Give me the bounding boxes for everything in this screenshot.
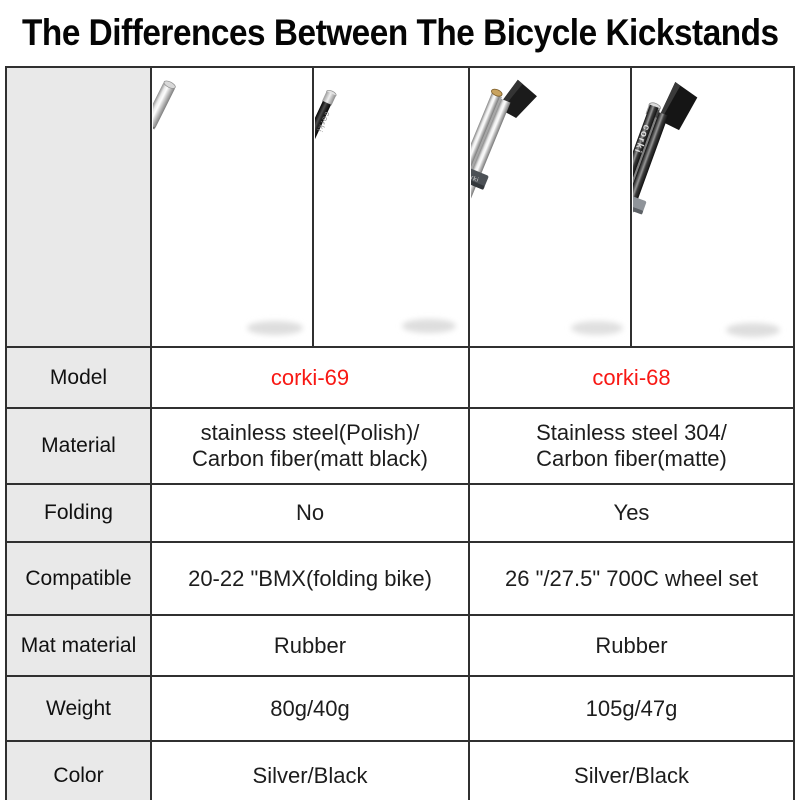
- material-value-left: stainless steel(Polish)/ Carbon fiber(ma…: [150, 407, 470, 485]
- row-label-compatible: Compatible: [5, 541, 152, 616]
- carbon-folding-kickstand-image: corki: [633, 81, 780, 337]
- table-row-model: Model corki-69 corki-68: [5, 346, 795, 409]
- compatible-value-right: 26 "/27.5" 700C wheel set: [468, 541, 795, 616]
- product-photo-cell-3: corki: [468, 66, 632, 348]
- product-photo-cell-1: [150, 66, 314, 348]
- row-label-color: Color: [5, 740, 152, 800]
- weight-value-left: 80g/40g: [150, 675, 470, 742]
- corner-cell: [5, 66, 152, 348]
- mat-material-value-left: Rubber: [150, 614, 470, 677]
- kickstand-comparison-table: corki: [5, 66, 795, 800]
- table-row-color: Color Silver/Black Silver/Black: [5, 740, 795, 800]
- weight-value-right: 105g/47g: [468, 675, 795, 742]
- model-value-right: corki-68: [468, 346, 795, 409]
- color-value-right: Silver/Black: [468, 740, 795, 800]
- brand-text-on-strap: corki: [471, 171, 480, 184]
- row-label-model: Model: [5, 346, 152, 409]
- table-row-material: Material stainless steel(Polish)/ Carbon…: [5, 407, 795, 485]
- black-straight-kickstand-image: corki: [315, 89, 456, 333]
- folding-value-left: No: [150, 483, 470, 543]
- silver-folding-kickstand-image: corki: [471, 79, 623, 335]
- mat-material-value-right: Rubber: [468, 614, 795, 677]
- compatible-value-left: 20-22 "BMX(folding bike): [150, 541, 470, 616]
- silver-straight-kickstand-image: [153, 80, 303, 335]
- page-title: The Differences Between The Bicycle Kick…: [21, 12, 779, 53]
- row-label-material: Material: [5, 407, 152, 485]
- title-bar: The Differences Between The Bicycle Kick…: [0, 0, 800, 66]
- model-value-left: corki-69: [150, 346, 470, 409]
- product-photo-cell-4: corki: [630, 66, 795, 348]
- row-label-folding: Folding: [5, 483, 152, 543]
- row-label-mat-material: Mat material: [5, 614, 152, 677]
- folding-value-right: Yes: [468, 483, 795, 543]
- table-row-mat-material: Mat material Rubber Rubber: [5, 614, 795, 677]
- row-label-weight: Weight: [5, 675, 152, 742]
- color-value-left: Silver/Black: [150, 740, 470, 800]
- table-row-compatible: Compatible 20-22 "BMX(folding bike) 26 "…: [5, 541, 795, 616]
- product-photo-row: corki: [5, 66, 795, 348]
- material-value-right: Stainless steel 304/ Carbon fiber(matte): [468, 407, 795, 485]
- table-row-weight: Weight 80g/40g 105g/47g: [5, 675, 795, 742]
- product-photo-cell-2: corki: [312, 66, 470, 348]
- table-row-folding: Folding No Yes: [5, 483, 795, 543]
